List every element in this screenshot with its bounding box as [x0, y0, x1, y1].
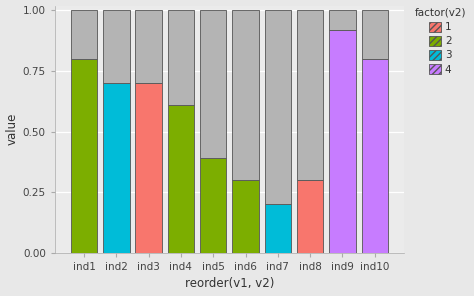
Bar	[362, 59, 388, 253]
Legend: 1, 2, 3, 4: 1, 2, 3, 4	[412, 6, 468, 77]
Bar	[232, 10, 259, 180]
Bar	[297, 10, 323, 180]
Bar	[136, 10, 162, 83]
Bar	[103, 83, 129, 253]
Bar	[168, 105, 194, 253]
Bar	[362, 10, 388, 59]
Bar	[297, 180, 323, 253]
Bar	[329, 30, 356, 253]
Bar	[71, 10, 97, 59]
Bar	[200, 10, 227, 158]
Bar	[168, 10, 194, 105]
Y-axis label: value: value	[6, 113, 18, 145]
Bar	[264, 204, 291, 253]
Bar	[136, 83, 162, 253]
Bar	[232, 180, 259, 253]
Bar	[329, 10, 356, 30]
Bar	[264, 10, 291, 204]
X-axis label: reorder(v1, v2): reorder(v1, v2)	[185, 277, 274, 290]
Bar	[200, 158, 227, 253]
Bar	[71, 59, 97, 253]
Bar	[103, 10, 129, 83]
